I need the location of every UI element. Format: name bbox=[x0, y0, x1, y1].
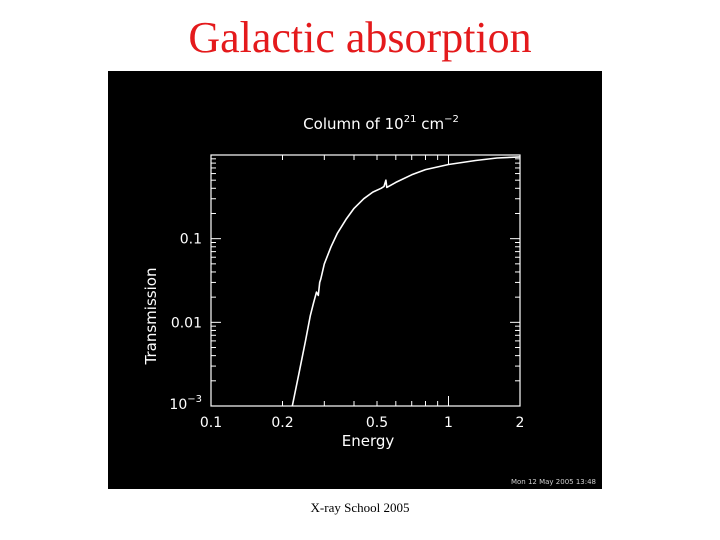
series-layer bbox=[291, 156, 521, 407]
axes bbox=[210, 154, 521, 407]
y-tick-label-bottom: 10−3 bbox=[169, 394, 202, 413]
tick-marks bbox=[210, 155, 521, 407]
y-tick-label: 0.1 bbox=[180, 232, 202, 248]
x-tick-label: 2 bbox=[516, 415, 525, 431]
footer-text: X-ray School 2005 bbox=[310, 500, 410, 515]
x-tick-label: 0.1 bbox=[200, 415, 222, 431]
transmission-chart: Column of 1021 cm−2 Energy Transmission … bbox=[142, 114, 596, 486]
x-tick-label: 0.2 bbox=[271, 415, 293, 431]
y-tick-label: 0.01 bbox=[171, 315, 202, 331]
y-axis-label: Transmission bbox=[142, 268, 160, 366]
x-tick-label: 0.5 bbox=[366, 415, 388, 431]
x-axis-label: Energy bbox=[342, 432, 395, 450]
plot-timestamp: Mon 12 May 2005 13:48 bbox=[511, 478, 596, 486]
tick-labels: 0.1 0.2 0.5 1 2 0.1 0.01 bbox=[171, 232, 525, 431]
plot-panel: Column of 1021 cm−2 Energy Transmission … bbox=[108, 71, 602, 489]
series-line-0 bbox=[291, 156, 521, 407]
slide-title: Galactic absorption bbox=[188, 13, 532, 62]
chart-title: Column of 1021 cm−2 bbox=[303, 114, 459, 133]
plot-frame bbox=[210, 154, 521, 407]
x-tick-label: 1 bbox=[444, 415, 453, 431]
